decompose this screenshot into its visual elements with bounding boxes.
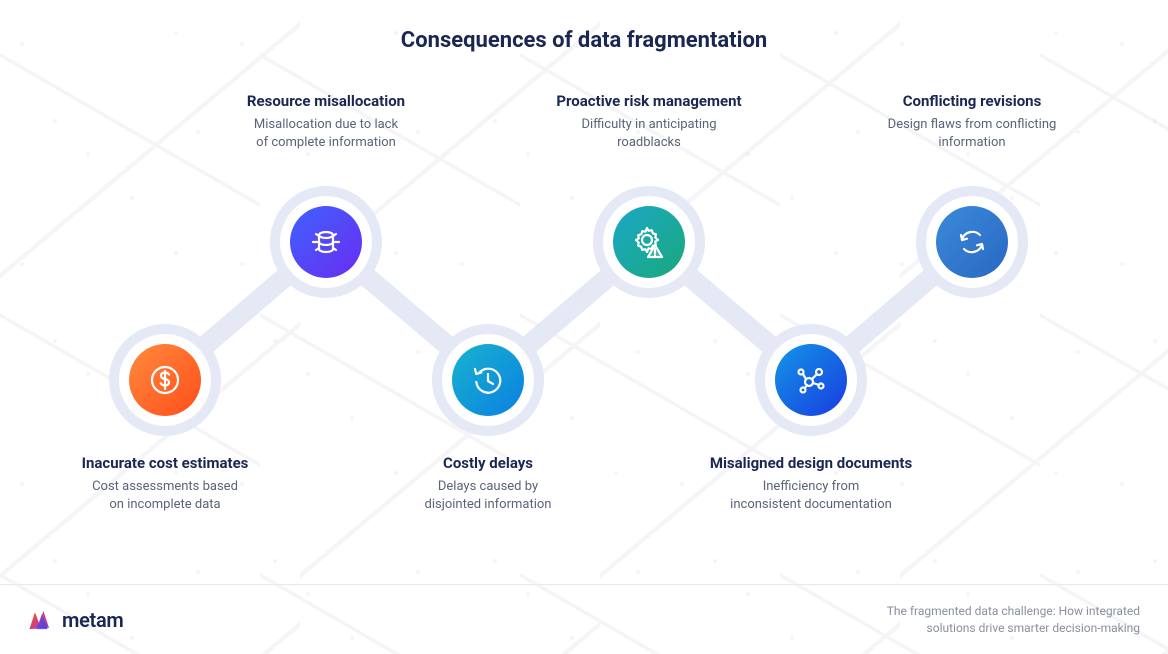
label-n4: Proactive risk management Difficulty in a…	[534, 92, 764, 151]
label-desc: Design flaws from conflictinginformation	[857, 116, 1087, 151]
label-title: Misaligned design documents	[696, 454, 926, 472]
label-n1: Inacurate cost estimates Cost assessments…	[50, 454, 280, 513]
label-title: Inacurate cost estimates	[50, 454, 280, 472]
label-title: Proactive risk management	[534, 92, 764, 110]
label-n6: Conflicting revisions Design flaws from c…	[857, 92, 1087, 151]
label-desc: Inefficiency frominconsistent documentat…	[696, 478, 926, 513]
label-n5: Misaligned design documents Inefficiency …	[696, 454, 926, 513]
label-desc: Delays caused bydisjointed information	[373, 478, 603, 513]
label-desc: Difficulty in anticipatingroadblacks	[534, 116, 764, 151]
label-title: Conflicting revisions	[857, 92, 1087, 110]
label-n2: Resource misallocation Misallocation due …	[211, 92, 441, 151]
label-n3: Costly delays Delays caused bydisjointed …	[373, 454, 603, 513]
labels-layer: Inacurate cost estimates Cost assessments…	[0, 0, 1168, 654]
label-desc: Cost assessments basedon incomplete data	[50, 478, 280, 513]
label-title: Costly delays	[373, 454, 603, 472]
label-title: Resource misallocation	[211, 92, 441, 110]
label-desc: Misallocation due to lackof complete inf…	[211, 116, 441, 151]
